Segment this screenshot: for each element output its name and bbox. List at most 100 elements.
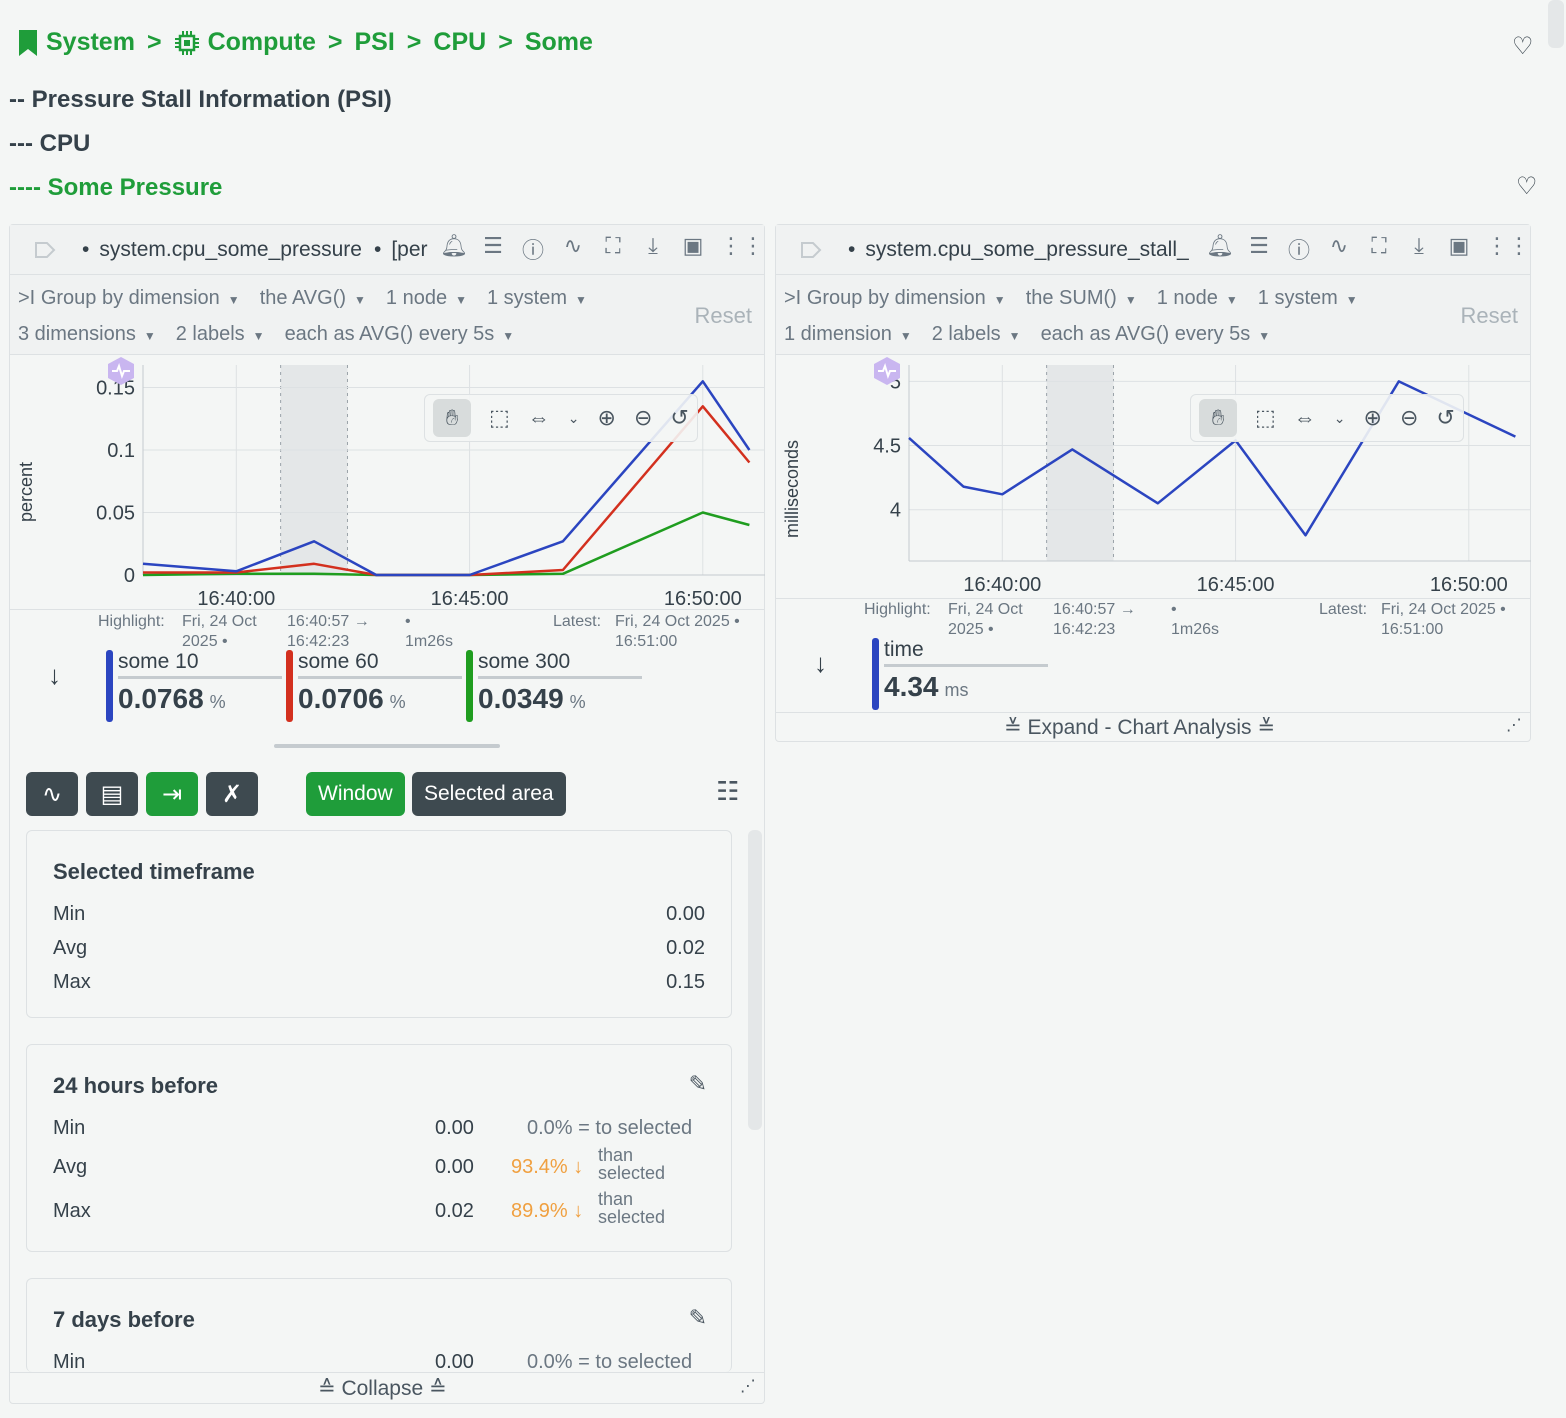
breadcrumb-system[interactable]: System — [46, 28, 135, 56]
info-icon[interactable]: ⓘ — [1287, 238, 1310, 263]
save-icon[interactable]: ▣ — [682, 233, 704, 258]
highlight-label: Highlight: — [98, 613, 165, 630]
drag-handle-icon[interactable]: ⋮⋮ — [1486, 233, 1530, 258]
highlight-duration: 1m26s — [405, 633, 454, 650]
dimensions-dropdown[interactable]: 1 dimension ▼ — [784, 323, 912, 345]
select-area-icon[interactable]: ⬚ — [489, 405, 510, 430]
aggregation-dropdown[interactable]: the AVG() ▼ — [259, 287, 366, 309]
chevron-down-icon[interactable]: ⌄ — [567, 409, 580, 426]
zoom-out-icon[interactable]: ⊖ — [1399, 405, 1419, 430]
nodes-dropdown[interactable]: 1 node ▼ — [1156, 287, 1238, 309]
edit-icon[interactable]: ✎ — [688, 1071, 707, 1096]
download-icon[interactable]: ⤓ — [648, 233, 658, 258]
legend-item-some-60[interactable]: some 60 0.0706% — [286, 650, 462, 722]
reset-zoom-icon[interactable]: ↺ — [1436, 405, 1455, 430]
latest-label: Latest: — [553, 613, 602, 630]
x-tick-label: 16:45:00 — [1197, 574, 1275, 596]
chart-type-icon[interactable]: ∿ — [563, 233, 583, 258]
tag-icon — [35, 241, 56, 258]
breadcrumb-psi[interactable]: PSI — [354, 28, 395, 56]
sort-arrow-icon[interactable]: ↓ — [814, 648, 827, 678]
drag-handle-icon[interactable]: ⋮⋮ — [720, 233, 764, 258]
time-aggregation-dropdown[interactable]: each as AVG() every 5s ▼ — [1040, 323, 1271, 345]
reset-zoom-icon[interactable]: ↺ — [670, 405, 689, 430]
selected-area-button[interactable]: Selected area — [412, 772, 566, 816]
chart-settings-icon[interactable]: ☷ — [716, 776, 740, 806]
instances-dropdown[interactable]: 1 system ▼ — [486, 287, 587, 309]
legend-scrollbar[interactable] — [274, 744, 500, 748]
chart-view-icon[interactable]: ∿ — [26, 772, 78, 816]
chart-toolbar: ✋︎ ⬚ ⇔ ⌄ ⊕ ⊖ ↺ — [424, 394, 698, 442]
x-tick-label: 16:45:00 — [431, 588, 509, 610]
stat-row-min: Min 0.00 0.0% = to selected — [53, 1117, 693, 1139]
labels-dropdown[interactable]: 2 labels ▼ — [931, 323, 1021, 345]
correlate-icon[interactable]: ✗ — [206, 772, 258, 816]
breadcrumb-some[interactable]: Some — [524, 28, 593, 56]
save-icon[interactable]: ▣ — [1448, 233, 1470, 258]
chart-type-icon[interactable]: ∿ — [1329, 233, 1349, 258]
collapse-button[interactable]: ≙ Collapse ≙ — [318, 1377, 447, 1400]
fullscreen-icon[interactable]: ⛶ — [605, 233, 621, 258]
chart-header-actions: 🔔︎ ☰ ⓘ ∿ ⛶ ⤓ ▣ ⋮⋮ — [440, 233, 764, 265]
y-tick-label: 0.15 — [96, 378, 135, 400]
y-axis-label: milliseconds — [782, 439, 802, 538]
bell-icon[interactable]: 🔔︎ — [440, 233, 468, 258]
legend-item-some-10[interactable]: some 10 0.0768% — [106, 650, 282, 722]
horizontal-zoom-icon[interactable]: ⇔ — [527, 405, 550, 430]
group-by-dropdown[interactable]: >I Group by dimension ▼ — [784, 287, 1006, 309]
sliders-icon[interactable]: ☰ — [1249, 233, 1269, 258]
instances-dropdown[interactable]: 1 system ▼ — [1257, 287, 1358, 309]
nodes-dropdown[interactable]: 1 node ▼ — [385, 287, 467, 309]
heart-icon[interactable]: ♡ — [1512, 33, 1534, 60]
breadcrumb: System > Compute > PSI > CPU > Some — [18, 28, 593, 57]
sort-arrow-icon[interactable]: ↓ — [48, 660, 61, 690]
compare-icon[interactable]: ⇥ — [146, 772, 198, 816]
time-aggregation-dropdown[interactable]: each as AVG() every 5s ▼ — [284, 323, 515, 345]
zoom-in-icon[interactable]: ⊕ — [597, 405, 616, 430]
reset-button[interactable]: Reset — [1460, 303, 1518, 328]
pan-icon[interactable]: ✋︎ — [1199, 399, 1237, 437]
series-line-some-300[interactable] — [142, 511, 750, 577]
expand-chart-analysis-button[interactable]: ≚ Expand - Chart Analysis ≚ — [1004, 716, 1275, 739]
resize-handle-icon[interactable]: ⋰ — [740, 1378, 756, 1395]
heart-icon[interactable]: ♡ — [1516, 173, 1538, 200]
highlight-band[interactable] — [1046, 365, 1114, 561]
download-icon[interactable]: ⤓ — [1414, 233, 1424, 258]
sliders-icon[interactable]: ☰ — [483, 233, 503, 258]
window-button[interactable]: Window — [306, 772, 405, 816]
dimensions-dropdown[interactable]: 3 dimensions ▼ — [18, 323, 156, 345]
horizontal-zoom-icon[interactable]: ⇔ — [1293, 405, 1316, 430]
tree-view-icon[interactable]: ▤ — [86, 772, 138, 816]
zoom-out-icon[interactable]: ⊖ — [633, 405, 653, 430]
latest-label: Latest: — [1319, 601, 1368, 618]
stat-row-min: Min 0.00 0.0% = to selected — [53, 1351, 693, 1372]
pan-icon[interactable]: ✋︎ — [433, 399, 471, 437]
anomaly-icon[interactable] — [873, 356, 901, 386]
legend-item-some-300[interactable]: some 300 0.0349% — [466, 650, 642, 722]
aggregation-dropdown[interactable]: the SUM() ▼ — [1025, 287, 1137, 309]
chevron-down-icon[interactable]: ⌄ — [1333, 409, 1346, 426]
info-icon[interactable]: ⓘ — [521, 238, 544, 263]
highlight-dot: • — [1171, 601, 1177, 618]
analysis-scrollbar[interactable] — [748, 830, 762, 1130]
legend-item-time[interactable]: time 4.34 ms — [872, 638, 1048, 710]
breadcrumb-compute[interactable]: Compute — [207, 28, 316, 56]
labels-dropdown[interactable]: 2 labels ▼ — [175, 323, 265, 345]
chart-filters: >I Group by dimension ▼ the SUM() ▼ 1 node… — [776, 275, 1530, 355]
select-area-icon[interactable]: ⬚ — [1255, 405, 1276, 430]
bell-icon[interactable]: 🔔︎ — [1206, 233, 1234, 258]
chart-header: • system.cpu_some_pressure_stall_ 🔔︎ ☰ ⓘ… — [776, 225, 1530, 275]
page-scrollbar[interactable] — [1548, 0, 1564, 48]
breadcrumb-cpu[interactable]: CPU — [433, 28, 487, 56]
highlight-band[interactable] — [280, 365, 348, 575]
resize-handle-icon[interactable]: ⋰ — [1506, 717, 1522, 734]
latest-value: Fri, 24 Oct 2025 • 16:51:00 — [1381, 601, 1506, 638]
edit-icon[interactable]: ✎ — [688, 1305, 707, 1330]
reset-button[interactable]: Reset — [694, 303, 752, 328]
group-by-dropdown[interactable]: >I Group by dimension ▼ — [18, 287, 240, 309]
y-tick-label: 5 — [890, 371, 901, 393]
anomaly-icon[interactable] — [107, 356, 135, 386]
fullscreen-icon[interactable]: ⛶ — [1371, 233, 1387, 258]
zoom-in-icon[interactable]: ⊕ — [1363, 405, 1382, 430]
chart-plot-cpu-some-pressure-stall[interactable]: 4 4.5 5 16:40:00 16:45:00 16:50:00 — [775, 355, 1531, 598]
